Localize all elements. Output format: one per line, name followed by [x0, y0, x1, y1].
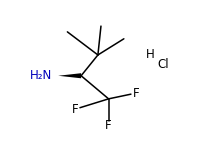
- Text: F: F: [133, 87, 139, 100]
- Text: F: F: [105, 119, 112, 132]
- Polygon shape: [58, 73, 81, 78]
- Text: Cl: Cl: [158, 58, 169, 71]
- Text: H: H: [145, 48, 154, 62]
- Text: F: F: [72, 103, 78, 116]
- Text: H₂N: H₂N: [30, 69, 53, 82]
